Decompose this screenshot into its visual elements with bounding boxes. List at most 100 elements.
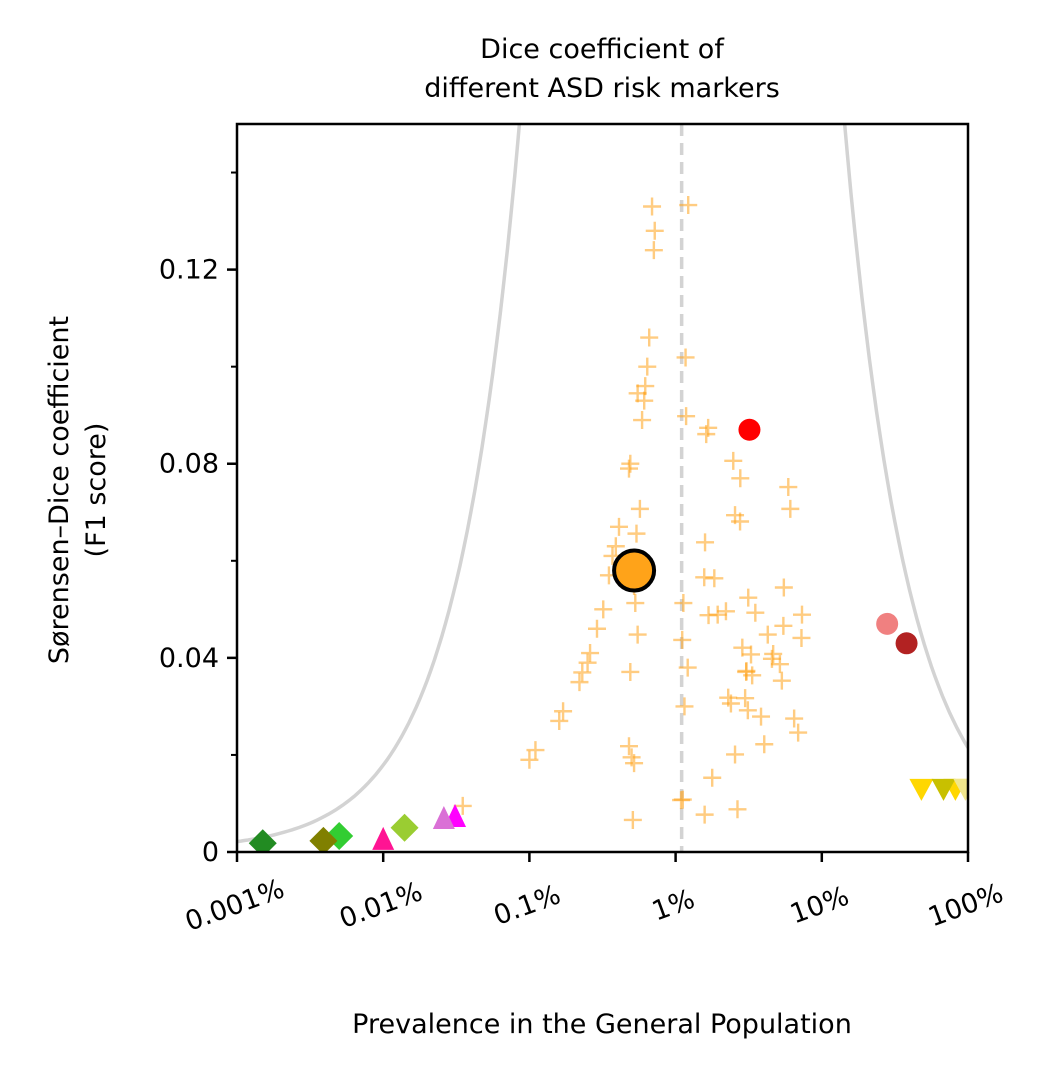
cross-point [743, 666, 762, 685]
cross-point [697, 425, 716, 444]
cross-point [736, 689, 755, 708]
x-tick-label: 1% [648, 884, 699, 928]
cross-point [708, 605, 727, 624]
cross-point [781, 499, 800, 518]
cross-point [677, 407, 696, 426]
cross-point [792, 605, 811, 624]
cross-point [581, 644, 600, 663]
cross-point [621, 662, 640, 681]
triangle-down-point [931, 778, 956, 801]
cross-point [705, 569, 724, 588]
cross-point [731, 469, 750, 488]
cross-point [621, 454, 640, 473]
triangle-up-point [372, 826, 395, 850]
cross-point [676, 348, 695, 367]
cross-point [630, 499, 649, 518]
cross-point [716, 602, 735, 621]
cross-point [526, 741, 545, 760]
cross-point [673, 630, 692, 649]
cross-point [674, 594, 693, 613]
cross-point [724, 451, 743, 470]
envelope-curve-left [237, 124, 522, 844]
circle-point [895, 632, 918, 655]
cross-point [645, 221, 664, 240]
cross-point [758, 625, 777, 644]
highlight-point [612, 548, 657, 593]
cross-point [703, 768, 722, 787]
cross-point [623, 810, 642, 829]
cross-point [728, 800, 747, 819]
cross-point [742, 645, 761, 664]
cross-point [628, 384, 647, 403]
cross-point [588, 619, 607, 638]
cross-point [578, 653, 597, 672]
y-tick-label: 0.12 [159, 255, 219, 286]
cross-point [764, 644, 783, 663]
plot-frame [235, 122, 970, 854]
cross-point [785, 709, 804, 728]
cross-point [739, 588, 758, 607]
cross-point [627, 524, 646, 543]
chart-title-line-1: Dice coefficient of [480, 34, 725, 65]
cross-point [643, 197, 662, 216]
cross-point [772, 671, 791, 690]
cross-point [679, 196, 698, 215]
x-tick-label: 0.1% [490, 879, 565, 932]
cross-point [738, 701, 757, 720]
circle-point [738, 418, 761, 441]
cross-point [594, 600, 613, 619]
cross-point [554, 702, 573, 721]
triangle-down-point [909, 778, 934, 801]
cross-point [673, 790, 692, 809]
cross-point [644, 241, 663, 260]
cross-point [774, 616, 793, 635]
cross-point [638, 357, 657, 376]
cross-point [695, 805, 714, 824]
cross-point [570, 673, 589, 692]
x-tick-label: 0.01% [335, 876, 426, 934]
diamond-point [248, 829, 277, 852]
chart-title-line-2: different ASD risk markers [424, 73, 780, 104]
cross-point [719, 688, 738, 707]
cross-point [755, 735, 774, 754]
diamond-point [390, 813, 419, 842]
cross-point [573, 663, 592, 682]
cross-point [789, 723, 808, 742]
cross-point [774, 578, 793, 597]
cross-point [633, 411, 652, 430]
y-tick-label: 0 [202, 837, 219, 868]
cross-point [453, 796, 472, 815]
cross-point [619, 459, 638, 478]
cross-point [678, 658, 697, 677]
x-axis-label: Prevalence in the General Population [352, 1009, 852, 1040]
cross-point [792, 628, 811, 647]
diamond-point [309, 826, 338, 852]
cross-point [628, 625, 647, 644]
cross-point [520, 750, 539, 769]
cross-point [675, 697, 694, 716]
x-tick-label: 0.001% [181, 873, 288, 937]
cross-point [550, 711, 569, 730]
envelope-curve-right [842, 124, 968, 749]
cross-point [625, 754, 644, 773]
circle-point [876, 612, 899, 635]
x-tick-label: 10% [786, 881, 853, 931]
y-tick-label: 0.04 [159, 643, 219, 674]
y-tick-label: 0.08 [159, 449, 219, 480]
cross-point [696, 533, 715, 552]
cross-point [779, 478, 798, 497]
triangle-down-point [953, 778, 968, 801]
cross-point [731, 512, 750, 531]
y-axis-label-line-2: (F1 score) [81, 423, 112, 558]
cross-point [609, 517, 628, 536]
cross-point [626, 594, 645, 613]
cross-point [726, 745, 745, 764]
cross-point [640, 328, 659, 347]
cross-point [770, 655, 789, 674]
x-tick-label: 100% [924, 878, 1007, 934]
cross-point [619, 737, 638, 756]
cross-point [606, 537, 625, 556]
triangle-up-point [432, 805, 455, 829]
cross-point [752, 707, 771, 726]
